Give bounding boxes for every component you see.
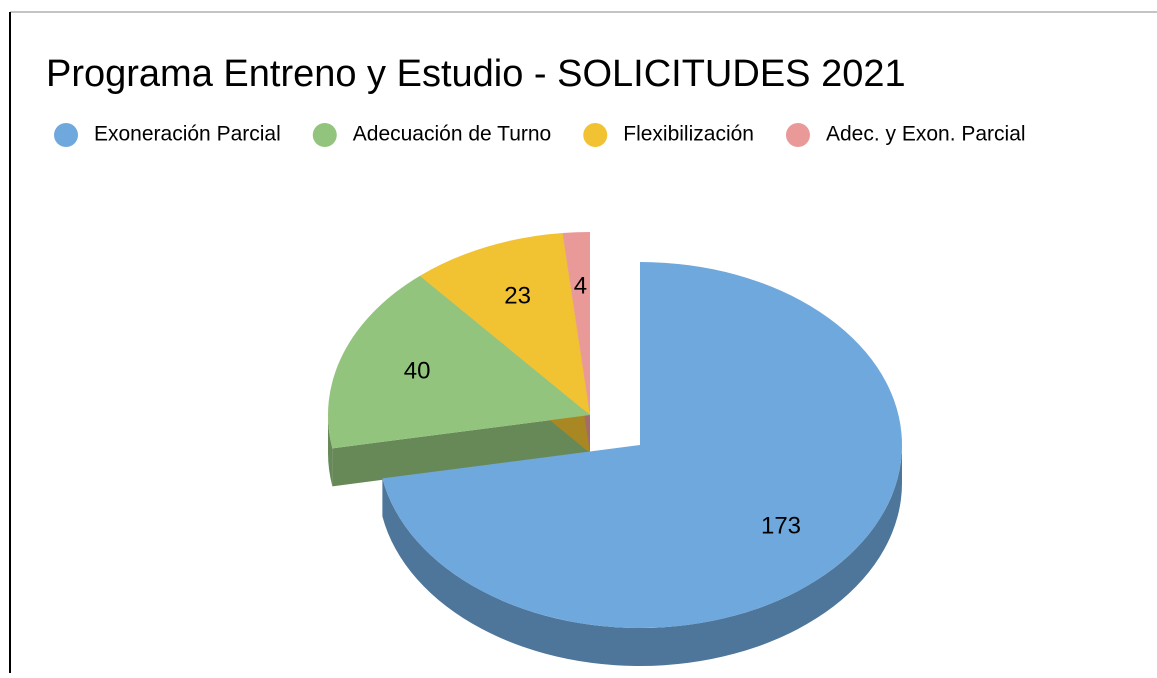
legend: Exoneración Parcial Adecuación de Turno Fl… xyxy=(54,123,1026,147)
pie-slice xyxy=(419,233,590,415)
legend-label: Flexibilización xyxy=(623,123,754,146)
data-label: 40 xyxy=(404,358,431,385)
pie-tops xyxy=(327,232,903,628)
pie-slice xyxy=(327,275,590,449)
data-labels: 173 40 23 4 xyxy=(404,272,801,539)
data-label: 23 xyxy=(504,283,531,310)
pie-slice xyxy=(562,232,590,415)
data-label: 173 xyxy=(761,512,801,539)
pie-side xyxy=(382,445,902,666)
legend-marker xyxy=(583,123,608,147)
legend-marker xyxy=(54,123,78,147)
legend-label: Adec. y Exon. Parcial xyxy=(826,123,1026,146)
chart-title: Programa Entreno y Estudio - SOLICITUDES… xyxy=(46,53,906,95)
pie-side xyxy=(328,415,333,487)
pie-cut-face xyxy=(332,415,590,487)
pie-slice xyxy=(382,262,903,628)
legend-label: Adecuación de Turno xyxy=(353,123,551,146)
data-label: 4 xyxy=(574,272,587,299)
legend-marker xyxy=(312,123,337,147)
legend-label: Exoneración Parcial xyxy=(94,123,281,146)
legend-marker xyxy=(785,123,810,147)
